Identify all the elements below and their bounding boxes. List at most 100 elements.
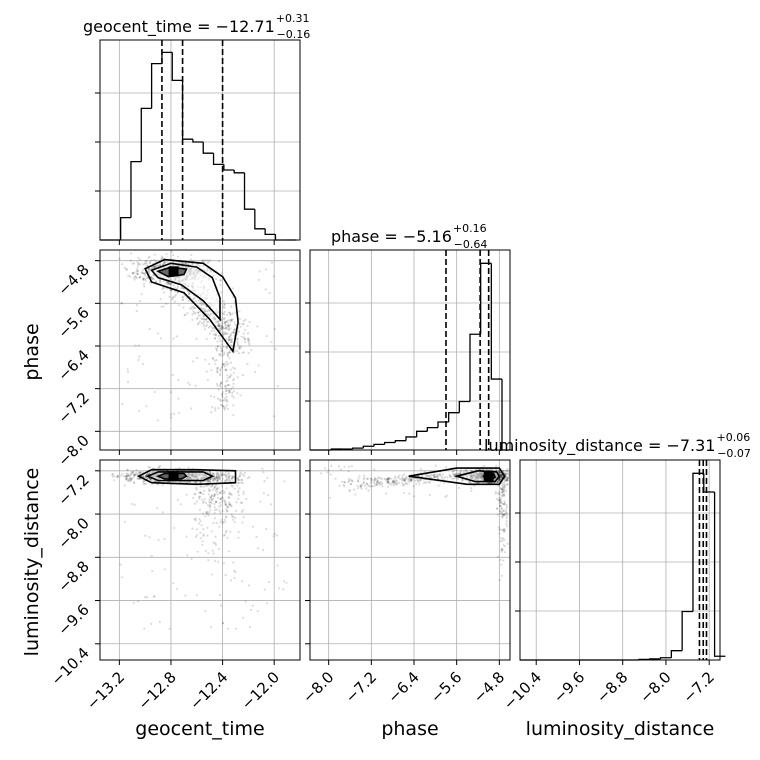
scatter-point — [359, 484, 362, 487]
scatter-point — [405, 475, 408, 478]
scatter-point — [229, 479, 232, 482]
scatter-point — [500, 476, 503, 479]
scatter-point — [151, 570, 154, 573]
scatter-point — [188, 383, 191, 386]
scatter-point — [457, 477, 460, 481]
scatter-point — [505, 469, 508, 472]
scatter-point — [502, 469, 505, 472]
scatter-point — [233, 520, 236, 524]
scatter-point — [236, 342, 239, 345]
scatter-point — [453, 477, 456, 480]
scatter-point — [266, 476, 269, 479]
scatter-point — [386, 478, 389, 481]
scatter-point — [206, 534, 209, 537]
scatter-point — [227, 338, 231, 342]
scatter-point — [138, 477, 141, 480]
scatter-point — [347, 477, 351, 480]
scatter-point — [208, 308, 211, 311]
scatter-point — [172, 582, 175, 585]
scatter-point — [222, 363, 225, 366]
scatter-point — [433, 474, 436, 477]
scatter-point — [135, 473, 138, 476]
scatter-point — [131, 262, 134, 265]
scatter-point — [375, 483, 378, 486]
scatter-point — [151, 470, 154, 474]
scatter-point — [214, 489, 217, 492]
scatter-point — [503, 487, 506, 490]
scatter-point — [166, 261, 169, 264]
scatter-point — [224, 368, 227, 371]
scatter-point — [233, 349, 236, 352]
scatter-point — [403, 478, 406, 481]
scatter-point — [386, 481, 390, 484]
scatter-point — [500, 474, 503, 477]
scatter-point — [401, 478, 404, 481]
scatter-point — [220, 404, 223, 407]
scatter-point — [191, 262, 194, 265]
scatter-point — [459, 470, 462, 474]
scatter-point — [153, 595, 156, 598]
scatter-point — [225, 320, 228, 323]
scatter-point — [232, 404, 235, 407]
scatter-point — [228, 493, 231, 496]
scatter-point — [445, 494, 448, 497]
scatter-point — [500, 550, 503, 553]
scatter-point — [216, 479, 219, 482]
scatter-point — [133, 262, 136, 265]
scatter-point — [186, 312, 189, 315]
scatter-point — [201, 302, 205, 306]
scatter-point — [498, 528, 501, 531]
scatter-point — [232, 390, 236, 393]
scatter-point — [236, 484, 239, 487]
scatter-point — [209, 270, 212, 273]
scatter-point — [206, 269, 209, 272]
scatter-point — [247, 352, 250, 355]
scatter-point — [148, 466, 151, 469]
scatter-point — [502, 513, 505, 516]
scatter-point — [398, 474, 401, 477]
scatter-point — [233, 329, 236, 332]
scatter-point — [156, 507, 159, 510]
scatter-point — [204, 480, 207, 483]
scatter-point — [464, 469, 467, 472]
xlabel-luminosity-distance: luminosity_distance — [526, 718, 715, 740]
scatter-point — [214, 334, 217, 337]
scatter-point — [130, 478, 133, 481]
scatter-point — [161, 287, 164, 290]
scatter-point — [227, 377, 230, 380]
scatter-point — [161, 511, 164, 514]
scatter-point — [439, 474, 442, 477]
scatter-point — [428, 493, 432, 496]
scatter-point — [219, 472, 222, 475]
scatter-point — [191, 527, 194, 530]
scatter-point — [434, 475, 437, 478]
scatter-point — [227, 325, 230, 328]
scatter-point — [146, 473, 149, 476]
scatter-point — [179, 503, 182, 506]
density-contour-1 — [144, 258, 239, 354]
scatter-point — [228, 501, 231, 504]
p20-frame — [99, 459, 301, 661]
scatter-point — [223, 501, 226, 504]
scatter-point — [256, 325, 259, 328]
scatter-point — [150, 478, 153, 481]
scatter-point — [490, 468, 493, 471]
scatter-point — [207, 479, 210, 482]
scatter-point — [222, 490, 225, 493]
scatter-point — [148, 255, 151, 258]
scatter-point — [349, 478, 352, 482]
scatter-point — [230, 319, 233, 322]
scatter-point — [220, 393, 224, 396]
scatter-point — [157, 332, 160, 335]
scatter-point — [230, 373, 233, 376]
scatter-point — [438, 473, 441, 476]
scatter-point — [222, 496, 225, 499]
scatter-point — [199, 491, 202, 494]
scatter-point — [212, 521, 215, 525]
scatter-point — [205, 325, 208, 328]
scatter-point — [404, 482, 407, 485]
scatter-point — [225, 338, 228, 341]
scatter-point — [276, 564, 279, 567]
scatter-point — [242, 492, 245, 496]
